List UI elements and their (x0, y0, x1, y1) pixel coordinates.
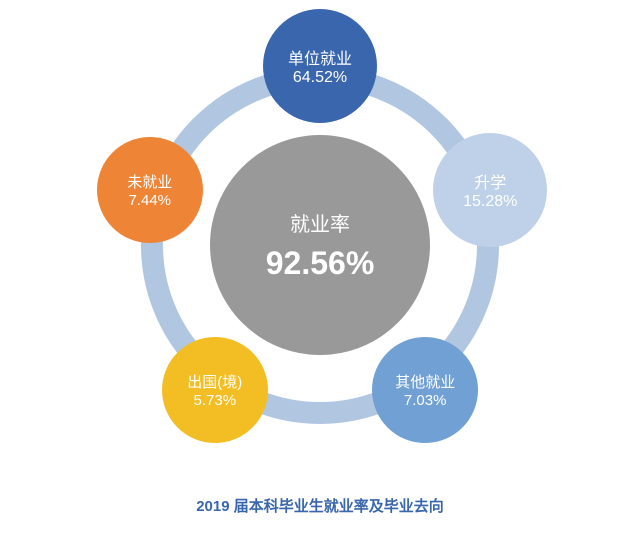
node-label: 单位就业 (288, 45, 352, 69)
node-label: 出国(境) (187, 371, 242, 392)
node-label: 升学 (474, 169, 506, 193)
node-value: 5.73% (194, 392, 237, 409)
node-value: 7.44% (128, 192, 171, 209)
chart-node: 升学15.28% (433, 133, 547, 247)
radial-chart: 就业率 92.56% 单位就业64.52% 升学15.28% 其他就业7.03% 出国… (90, 15, 550, 475)
chart-node: 未就业7.44% (97, 137, 203, 243)
center-value: 92.56% (266, 245, 375, 282)
node-value: 7.03% (404, 392, 447, 409)
node-label: 未就业 (127, 171, 172, 192)
node-value: 15.28% (463, 193, 517, 211)
center-label: 就业率 (290, 208, 350, 237)
chart-node: 单位就业64.52% (263, 9, 377, 123)
chart-caption: 2019 届本科毕业生就业率及毕业去向 (0, 495, 640, 516)
node-value: 64.52% (293, 69, 347, 87)
chart-node: 出国(境)5.73% (162, 337, 268, 443)
node-label: 其他就业 (395, 371, 455, 392)
center-circle: 就业率 92.56% (210, 135, 430, 355)
chart-node: 其他就业7.03% (372, 337, 478, 443)
